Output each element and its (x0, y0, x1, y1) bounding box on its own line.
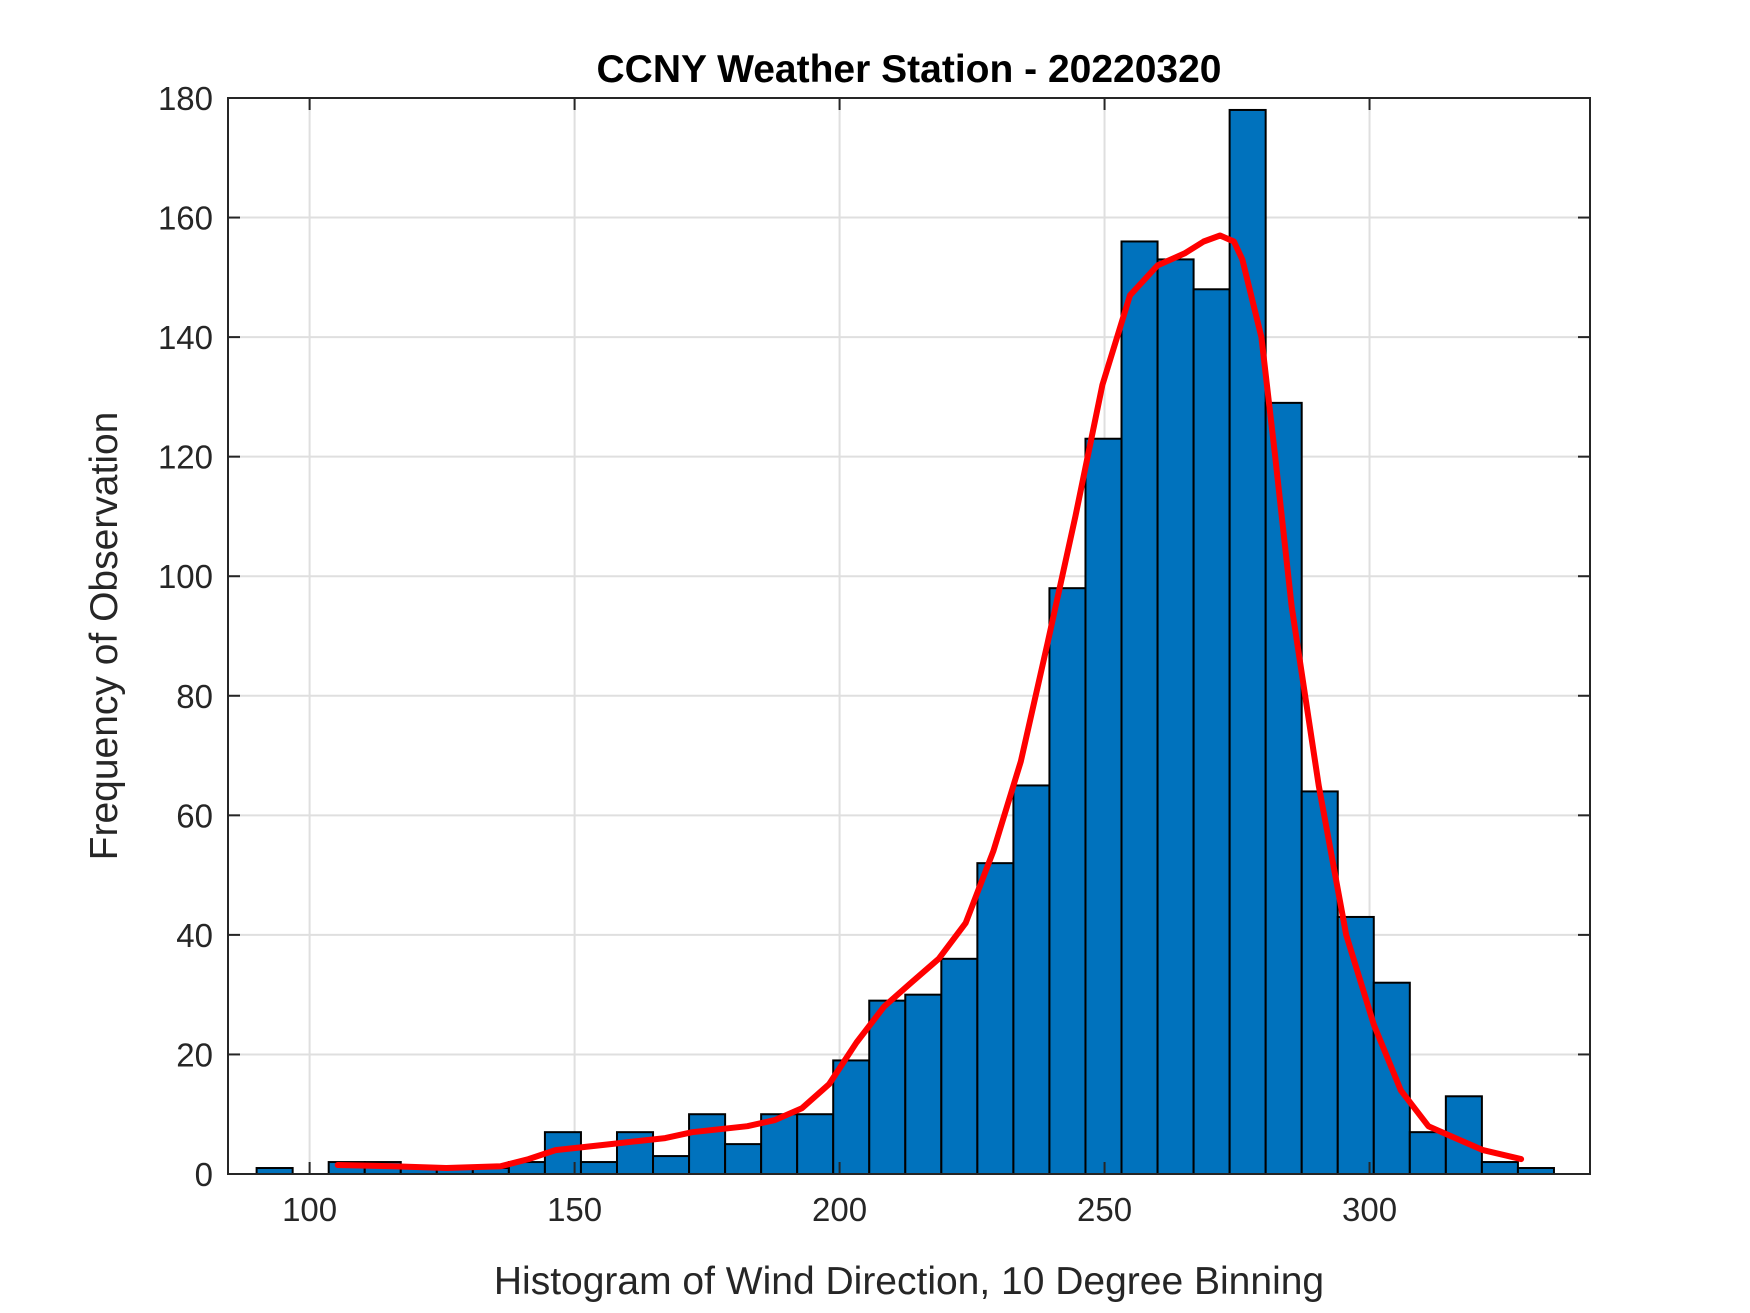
y-axis-label: Frequency of Observation (83, 412, 126, 861)
histogram-bar (1336, 915, 1375, 1175)
histogram-bar (1192, 288, 1231, 1175)
y-tick-label: 100 (158, 558, 213, 595)
y-tick-label: 80 (176, 678, 213, 715)
histogram-bar (1408, 1131, 1447, 1175)
histogram-bar (1048, 587, 1087, 1175)
axes: 100 150 200 250 300 0 20 40 60 80 100 120 140 160 180 (158, 80, 1591, 1228)
density-curve (334, 232, 1525, 1171)
axes-frame (227, 97, 1591, 1175)
y-tick-label: 40 (176, 917, 213, 954)
x-tick-label: 100 (282, 1191, 337, 1228)
x-axis-label: Histogram of Wind Direction, 10 Degree B… (494, 1260, 1324, 1303)
x-tick-label: 200 (812, 1191, 867, 1228)
histogram-bar (796, 1113, 835, 1175)
histogram-bar (976, 862, 1015, 1176)
density-curve-line (334, 232, 1525, 1171)
histogram-bar (904, 993, 943, 1176)
histogram-bar (940, 957, 979, 1175)
histogram-bar (1084, 437, 1123, 1175)
y-tick-label: 160 (158, 200, 213, 237)
histogram-bar (1012, 784, 1051, 1175)
y-tick-label: 140 (158, 319, 213, 356)
y-tick-label: 120 (158, 439, 213, 476)
x-tick-label: 150 (547, 1191, 602, 1228)
histogram-bar (868, 999, 907, 1176)
histogram-bar (1156, 258, 1195, 1175)
y-tick-label: 180 (158, 80, 213, 117)
histogram-bar (1120, 240, 1159, 1175)
y-tick-label: 0 (195, 1156, 213, 1193)
histogram-bar (688, 1113, 727, 1175)
histogram-bar (1480, 1161, 1519, 1175)
y-tick-label: 60 (176, 797, 213, 834)
histogram-bar (1372, 981, 1411, 1176)
chart-title: CCNY Weather Station - 20220320 (597, 48, 1222, 91)
histogram-bar (579, 1161, 618, 1175)
histogram-bar (832, 1059, 871, 1176)
y-tick-label: 20 (176, 1036, 213, 1073)
x-tick-label: 300 (1342, 1191, 1397, 1228)
x-tick-label: 250 (1077, 1191, 1132, 1228)
histogram-bar (652, 1155, 691, 1175)
histogram-bar (724, 1143, 763, 1175)
